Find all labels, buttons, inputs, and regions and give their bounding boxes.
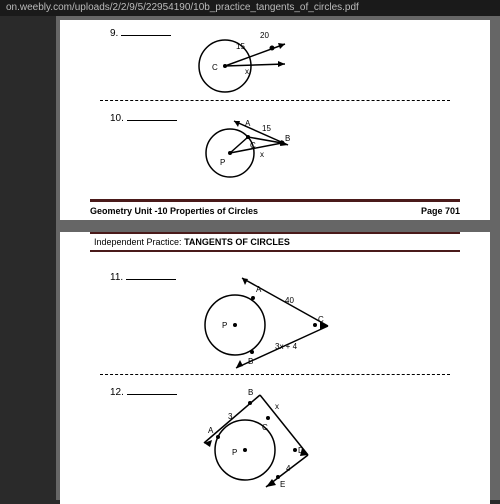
footer-right: Page 701: [421, 206, 460, 216]
svg-text:C: C: [212, 63, 218, 72]
pdf-viewport: 9. C 20 15 x 10.: [56, 16, 500, 500]
svg-text:B: B: [285, 134, 290, 143]
svg-text:15: 15: [236, 42, 245, 51]
divider-dashed-1: [100, 100, 450, 101]
footer-left: Geometry Unit -10 Properties of Circles: [90, 206, 258, 216]
q9-num-text: 9.: [110, 28, 118, 39]
svg-text:20: 20: [260, 31, 269, 40]
svg-text:A: A: [208, 426, 214, 435]
q11-number: 11.: [110, 270, 190, 283]
pdf-page-1: 9. C 20 15 x 10.: [60, 20, 490, 220]
svg-text:C: C: [318, 315, 324, 324]
question-12: 12. P A B 3 C: [60, 379, 490, 495]
svg-text:D: D: [298, 446, 304, 455]
svg-text:3x + 4: 3x + 4: [275, 342, 298, 351]
divider-dashed-2: [100, 374, 450, 375]
q10-num-text: 10.: [110, 113, 124, 124]
svg-text:A: A: [256, 285, 262, 294]
pdf-page-2: Independent Practice: TANGENTS OF CIRCLE…: [60, 232, 490, 504]
q9-blank: [121, 26, 171, 36]
svg-text:P: P: [222, 321, 227, 330]
q10-number: 10.: [110, 111, 190, 124]
url-bar: on.weebly.com/uploads/2/2/9/5/22954190/1…: [0, 0, 500, 16]
svg-text:P: P: [220, 158, 225, 167]
q12-blank: [127, 385, 177, 395]
svg-text:P: P: [232, 448, 237, 457]
svg-text:E: E: [280, 480, 285, 489]
svg-text:4: 4: [286, 464, 291, 473]
svg-text:B: B: [248, 357, 253, 366]
q11-blank: [126, 270, 176, 280]
svg-text:40: 40: [285, 296, 294, 305]
svg-text:B: B: [248, 388, 253, 397]
section-title: TANGENTS OF CIRCLES: [184, 237, 290, 247]
q10-diagram: P A 15 C B x: [190, 111, 300, 181]
question-10: 10. P A 15 C B x: [60, 105, 490, 181]
svg-text:3: 3: [228, 412, 233, 421]
question-11: 11. P A 40 C 3x + 4 B: [60, 256, 490, 370]
page-footer: Geometry Unit -10 Properties of Circles …: [60, 202, 490, 222]
svg-text:C: C: [262, 423, 268, 432]
q12-number: 12.: [110, 385, 190, 398]
svg-text:A: A: [245, 119, 251, 128]
q10-blank: [127, 111, 177, 121]
q11-diagram: P A 40 C 3x + 4 B: [190, 270, 340, 370]
svg-text:x: x: [260, 150, 264, 159]
svg-text:x: x: [275, 402, 279, 411]
q11-num-text: 11.: [110, 272, 123, 283]
svg-text:15: 15: [262, 124, 271, 133]
svg-text:C: C: [250, 141, 256, 150]
section-header: Independent Practice: TANGENTS OF CIRCLE…: [90, 232, 460, 252]
q12-num-text: 12.: [110, 387, 124, 398]
q9-number: 9.: [110, 26, 190, 39]
question-9: 9. C 20 15 x: [60, 20, 490, 96]
svg-text:x: x: [245, 67, 249, 76]
section-label: Independent Practice:: [94, 237, 182, 247]
q12-diagram: P A B 3 C x D 4 E: [190, 385, 330, 495]
q9-diagram: C 20 15 x: [190, 26, 300, 96]
